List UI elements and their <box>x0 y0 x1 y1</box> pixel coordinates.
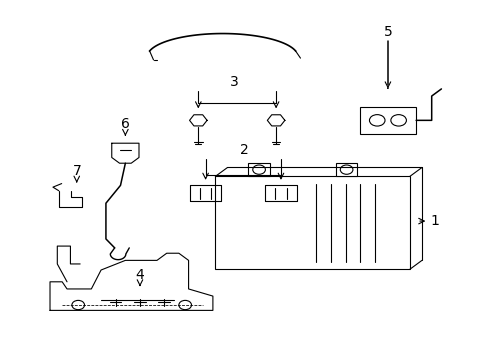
FancyBboxPatch shape <box>248 163 269 176</box>
Text: 2: 2 <box>240 143 248 157</box>
FancyBboxPatch shape <box>335 163 357 176</box>
Text: 3: 3 <box>230 75 239 89</box>
Text: 5: 5 <box>383 25 391 39</box>
FancyBboxPatch shape <box>359 107 415 134</box>
Text: 7: 7 <box>72 164 81 178</box>
Text: 1: 1 <box>429 214 438 228</box>
FancyBboxPatch shape <box>215 176 409 269</box>
Text: 4: 4 <box>135 268 144 282</box>
Text: 6: 6 <box>121 117 129 131</box>
